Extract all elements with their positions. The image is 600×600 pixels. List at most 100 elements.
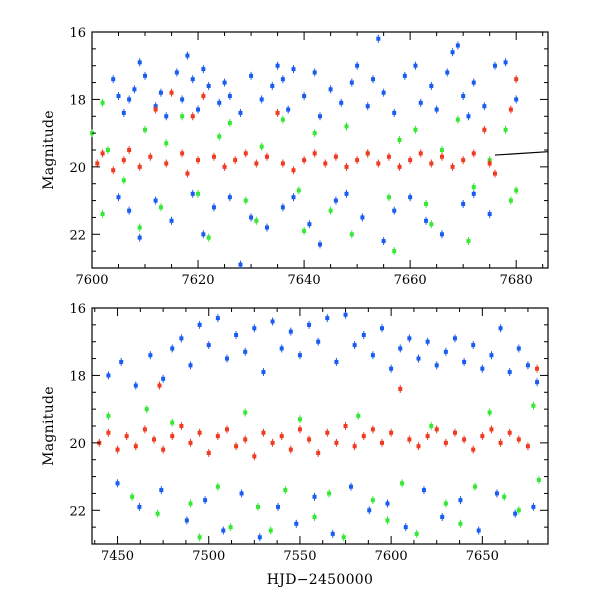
green-point xyxy=(327,491,332,496)
blue-point xyxy=(381,239,386,244)
green-point xyxy=(137,225,142,230)
red-point xyxy=(516,437,521,442)
blue-point xyxy=(516,346,521,351)
blue-point xyxy=(224,356,229,361)
blue-point xyxy=(376,36,381,41)
blue-point xyxy=(370,353,375,358)
red-point xyxy=(224,427,229,432)
green-point xyxy=(255,504,260,509)
x-tick-label: 7650 xyxy=(466,549,499,564)
blue-point xyxy=(206,343,211,348)
red-point xyxy=(234,444,239,449)
green-point xyxy=(455,117,460,122)
red-point xyxy=(508,107,513,112)
blue-point xyxy=(312,494,317,499)
blue-point xyxy=(133,383,138,388)
blue-point xyxy=(389,366,394,371)
blue-point xyxy=(238,110,243,115)
blue-point xyxy=(344,191,349,196)
green-point xyxy=(473,484,478,489)
blue-point xyxy=(498,326,503,331)
red-point xyxy=(471,447,476,452)
red-point xyxy=(254,161,259,166)
blue-point xyxy=(325,316,330,321)
red-point xyxy=(161,447,166,452)
green-point xyxy=(349,232,354,237)
green-point xyxy=(458,521,463,526)
red-point xyxy=(169,90,174,95)
red-point xyxy=(179,424,184,428)
red-point xyxy=(386,154,391,159)
blue-point xyxy=(408,195,413,200)
green-point xyxy=(297,417,302,422)
blue-point xyxy=(169,218,174,223)
red-point xyxy=(133,444,138,449)
green-point xyxy=(502,494,507,499)
green-point xyxy=(100,100,105,105)
blue-point xyxy=(185,53,190,58)
green-point xyxy=(254,218,259,223)
blue-point xyxy=(243,349,248,354)
blue-point xyxy=(371,77,376,82)
blue-point xyxy=(471,191,476,196)
blue-point xyxy=(188,363,193,368)
green-point xyxy=(400,481,405,486)
blue-point xyxy=(259,97,264,102)
green-point xyxy=(424,201,429,206)
green-point xyxy=(268,528,273,533)
x-tick-label: 7600 xyxy=(75,273,108,288)
blue-point xyxy=(307,322,312,327)
red-point xyxy=(95,161,100,166)
blue-point xyxy=(413,63,418,68)
red-point xyxy=(222,164,227,169)
blue-point xyxy=(137,235,142,240)
red-point xyxy=(243,151,248,156)
blue-point xyxy=(286,107,291,112)
blue-point xyxy=(221,528,226,533)
blue-point xyxy=(424,218,429,223)
green-point xyxy=(170,420,175,425)
red-point xyxy=(137,164,142,169)
y-tick-label: 20 xyxy=(69,161,86,176)
blue-point xyxy=(227,94,232,99)
red-point xyxy=(121,158,126,163)
blue-point xyxy=(421,488,426,493)
blue-point xyxy=(312,70,317,75)
green-point xyxy=(439,148,444,152)
blue-point xyxy=(492,63,497,68)
blue-point xyxy=(360,215,365,220)
blue-point xyxy=(318,114,322,119)
y-tick-label: 16 xyxy=(69,302,86,317)
blue-point xyxy=(385,501,390,506)
red-point xyxy=(492,171,497,176)
red-point xyxy=(152,437,157,442)
blue-point xyxy=(466,114,471,119)
red-point xyxy=(498,440,503,445)
x-tick-label: 7450 xyxy=(101,549,134,564)
blue-point xyxy=(334,359,339,364)
green-point xyxy=(385,518,390,523)
red-point xyxy=(291,168,296,173)
green-point xyxy=(397,137,402,142)
red-point xyxy=(275,110,280,115)
blue-point xyxy=(148,353,153,358)
green-point xyxy=(121,178,126,183)
blue-point xyxy=(418,100,423,105)
blue-point xyxy=(257,535,262,540)
blue-point xyxy=(434,107,439,112)
blue-point xyxy=(525,363,530,368)
blue-point xyxy=(164,114,169,119)
red-point xyxy=(111,168,116,173)
bottom-panel-xlabel: HJD−2450000 xyxy=(267,572,373,588)
blue-point xyxy=(429,83,434,88)
blue-point xyxy=(234,332,239,337)
red-point xyxy=(480,434,485,439)
red-point xyxy=(355,158,360,163)
blue-point xyxy=(440,515,445,520)
red-point xyxy=(106,430,111,435)
blue-point xyxy=(398,346,403,351)
blue-point xyxy=(280,77,285,82)
green-point xyxy=(487,410,492,415)
blue-point xyxy=(531,504,536,509)
